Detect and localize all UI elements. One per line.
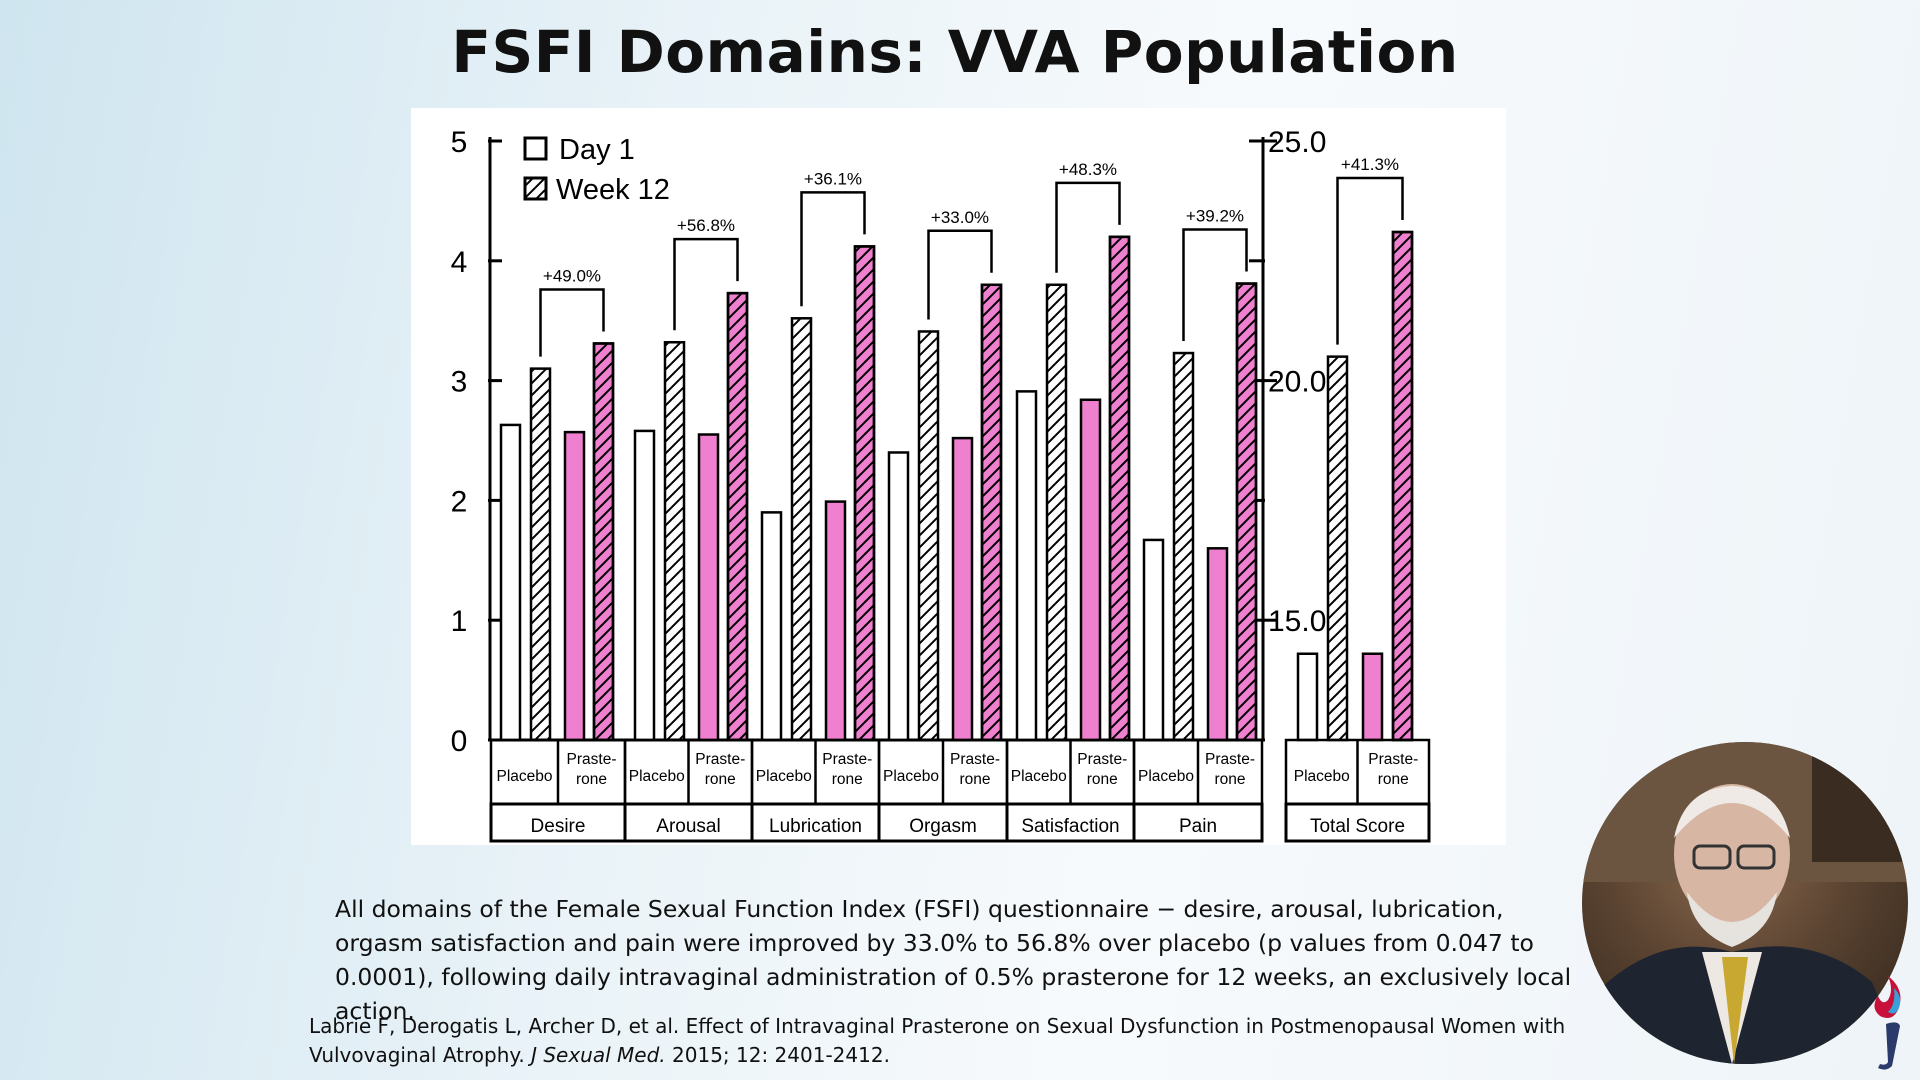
domain-label: Satisfaction [1021,816,1119,837]
bar-prasterone-week12-hatch [1235,282,1258,742]
left-axis-tick-label: 2 [451,485,468,518]
treatment-label-placebo: Placebo [629,768,685,785]
treatment-label-placebo: Placebo [1011,768,1067,785]
treatment-label-prasterone-line1: Praste- [1368,751,1418,768]
treatment-label-prasterone-line1: Praste- [1205,751,1255,768]
treatment-label-prasterone-line2: rone [832,771,863,788]
bar-placebo-week12 [663,341,686,742]
treatment-label-placebo: Placebo [496,768,552,785]
domain-label: Arousal [656,816,720,837]
bar-placebo-day1 [1015,390,1038,742]
legend-swatch-day1 [523,136,548,161]
slide-caption: All domains of the Female Sexual Functio… [335,895,1572,1025]
slide-title: FSFI Domains: VVA Population [451,18,1459,86]
citation-journal: J Sexual Med. [531,1043,666,1067]
bar-placebo-week12 [1172,351,1195,742]
improvement-bracket [800,191,866,307]
improvement-bracket [927,229,993,320]
presenter-silhouette [1582,742,1908,1064]
treatment-label-prasterone-line1: Praste- [567,751,617,768]
domain-label: Lubrication [769,816,862,837]
improvement-bracket [1336,176,1404,345]
bar-placebo-day1 [633,429,656,742]
improvement-label: +56.8% [677,216,735,235]
bar-prasterone-day1 [697,433,720,742]
improvement-bracket [673,237,739,331]
improvement-label: +39.2% [1186,207,1244,226]
treatment-label-placebo: Placebo [883,768,939,785]
presenter-video [1582,742,1908,1064]
domain-cell [1132,802,1264,843]
right-axis-tick-label: 25.0 [1268,126,1326,159]
improvement-label: +48.3% [1059,160,1117,179]
bar-prasterone-day1 [951,436,974,742]
bar-prasterone-day1 [1206,547,1229,742]
chart-figure: 0 1 2 3 4 5 15.0 20.0 25.0 Day 1 Week 12 +49.0% Plac… [411,108,1506,845]
bar-prasterone-week12-hatch [726,291,749,742]
bar-placebo-day1 [887,451,910,742]
improvement-label: +49.0% [543,266,601,285]
treatment-label-prasterone-line1: Praste- [822,751,872,768]
citation-volume: 2015; 12: 2401-2412. [665,1043,890,1067]
right-axis-tick-label: 20.0 [1268,366,1326,399]
bar-prasterone-day1 [563,430,586,742]
right-axis-tick-label: 15.0 [1268,605,1326,638]
citation-authors-title: Labrie F, Derogatis L, Archer D, et al. … [309,1014,1566,1067]
fsfi-bar-chart: 0 1 2 3 4 5 15.0 20.0 25.0 Day 1 Week 12 +49.0% Plac… [451,126,1431,843]
improvement-bracket [539,288,605,357]
treatment-label-placebo: Placebo [1138,768,1194,785]
improvement-label: +41.3% [1341,155,1399,174]
treatment-label-prasterone-line1: Praste- [695,751,745,768]
bar-placebo-week12 [790,317,813,742]
improvement-bracket [1055,181,1121,273]
treatment-label-prasterone-line1: Praste- [950,751,1000,768]
bar-placebo-day1 [1296,652,1319,742]
bar-prasterone-day1 [1361,652,1384,742]
legend-swatch-week12 [523,176,548,201]
left-axis-tick-label: 3 [451,366,468,399]
bar-placebo-day1 [499,423,522,742]
domain-label: Orgasm [909,816,977,837]
left-axis-tick-label: 4 [451,246,468,279]
domain-label: Desire [531,816,586,837]
domain-label: Pain [1179,816,1217,837]
bar-prasterone-day1 [824,500,847,742]
treatment-label-placebo: Placebo [1294,768,1350,785]
bar-prasterone-day1 [1079,398,1102,742]
flame-logo-icon [1874,976,1901,1070]
treatment-label-prasterone-line1: Praste- [1077,751,1127,768]
bar-prasterone-week12-hatch [1391,230,1414,742]
bar-prasterone-week12-hatch [1108,235,1131,742]
domain-label: Total Score [1310,816,1405,837]
legend-label-day1: Day 1 [559,134,635,166]
treatment-label-prasterone-line2: rone [705,771,736,788]
bar-placebo-week12 [1045,283,1068,742]
improvement-bracket [1182,228,1248,342]
treatment-label-prasterone-line2: rone [1214,771,1245,788]
domain-cell [1284,802,1431,843]
left-axis-tick-label: 5 [451,126,468,159]
bar-placebo-week12 [1326,355,1349,742]
treatment-label-prasterone-line2: rone [1087,771,1118,788]
improvement-label: +33.0% [931,208,989,227]
bar-placebo-week12 [917,330,940,742]
bar-placebo-week12 [529,367,552,742]
left-axis-tick-label: 0 [451,725,468,758]
bar-prasterone-week12-hatch [592,342,615,742]
left-axis-tick-label: 1 [451,605,468,638]
treatment-label-prasterone-line2: rone [1378,771,1409,788]
bar-placebo-day1 [1142,538,1165,742]
citation: Labrie F, Derogatis L, Archer D, et al. … [309,1012,1609,1070]
treatment-label-placebo: Placebo [756,768,812,785]
bar-placebo-day1 [760,511,783,742]
treatment-label-prasterone-line2: rone [959,771,990,788]
improvement-label: +36.1% [804,169,862,188]
treatment-label-prasterone-line2: rone [576,771,607,788]
bar-prasterone-week12-hatch [980,283,1003,742]
bar-prasterone-week12-hatch [853,245,876,742]
legend-label-week12: Week 12 [556,174,670,206]
